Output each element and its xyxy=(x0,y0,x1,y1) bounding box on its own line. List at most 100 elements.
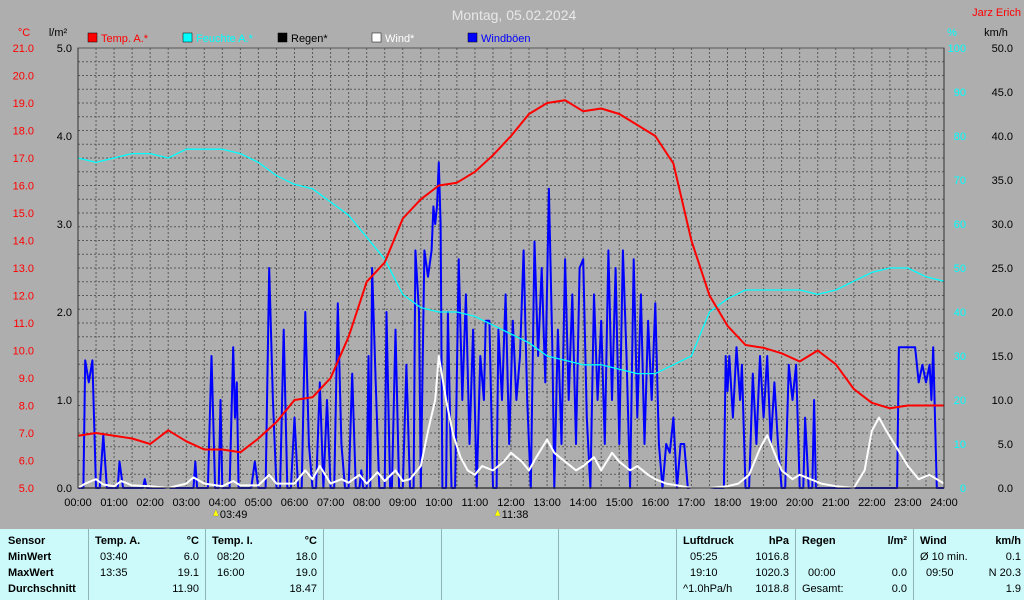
x-tick-label: 09:00 xyxy=(389,497,417,509)
hum-tick-label: 0 xyxy=(960,483,966,495)
x-tick-label: 06:00 xyxy=(281,497,309,509)
x-tick-label: 05:00 xyxy=(245,497,273,509)
hum-tick-label: 30 xyxy=(954,351,966,363)
stats-temp-a-min-time: 03:40 xyxy=(100,551,128,563)
hum-tick-label: 50 xyxy=(954,263,966,275)
stats-pressure-header: Luftdruck xyxy=(683,535,734,547)
stats-temp-i-max: 19.0 xyxy=(295,567,317,579)
x-tick-label: 16:00 xyxy=(642,497,670,509)
x-tick-label: 01:00 xyxy=(100,497,128,509)
wind-tick-label: 25.0 xyxy=(992,263,1013,275)
legend-swatch xyxy=(182,32,193,43)
rain-tick-label: 4.0 xyxy=(57,131,72,143)
temp-tick-label: 7.0 xyxy=(19,428,34,440)
stats-rain-unit: l/m² xyxy=(887,535,907,547)
wind-tick-label: 40.0 xyxy=(992,131,1013,143)
stats-wind-avg: 0.1 xyxy=(1005,551,1021,563)
series-line-wind- xyxy=(77,355,945,489)
temp-tick-label: 11.0 xyxy=(13,318,34,330)
hum-tick-label: 10 xyxy=(954,439,966,451)
stats-sensor-header: Sensor xyxy=(8,535,46,547)
legend-label: Feuchte A.* xyxy=(196,33,254,45)
temp-tick-label: 18.0 xyxy=(13,126,34,138)
hum-tick-label: 70 xyxy=(954,175,966,187)
wind-tick-label: 30.0 xyxy=(992,219,1013,231)
stats-temp-a-min: 6.0 xyxy=(183,551,199,563)
x-tick-label: 24:00 xyxy=(930,497,958,509)
stats-wind-max-time: 09:50 xyxy=(926,567,954,579)
stats-pressure-min-time: 05:25 xyxy=(690,551,718,563)
legend-swatch xyxy=(277,32,288,43)
temp-tick-label: 5.0 xyxy=(19,483,34,495)
stats-pressure-trend: ^1.0hPa/h xyxy=(683,583,733,595)
rain-tick-label: 0.0 xyxy=(57,483,72,495)
legend-swatch xyxy=(467,32,478,43)
stats-temp-i-min-time: 08:20 xyxy=(217,551,245,563)
temp-tick-label: 15.0 xyxy=(13,208,34,220)
legend-label: Regen* xyxy=(291,33,328,45)
legend-label: Wind* xyxy=(385,33,415,45)
stats-temp-a-header: Temp. A. xyxy=(95,535,141,547)
x-tick-label: 02:00 xyxy=(136,497,164,509)
stats-rain-max-time: 00:00 xyxy=(808,567,836,579)
x-tick-label: 23:00 xyxy=(894,497,922,509)
unit-rain-label: l/m² xyxy=(49,27,68,39)
stats-temp-a-max: 19.1 xyxy=(177,567,199,579)
stats-rain-total: 0.0 xyxy=(891,583,907,595)
x-tick-label: 00:00 xyxy=(64,497,92,509)
x-tick-label: 22:00 xyxy=(858,497,886,509)
stats-temp-i-header: Temp. I. xyxy=(212,535,253,547)
x-tick-label: 11:00 xyxy=(462,497,489,509)
temp-tick-label: 12.0 xyxy=(13,291,34,303)
temp-tick-label: 17.0 xyxy=(13,153,34,165)
stats-rain-total-label: Gesamt: xyxy=(802,583,844,595)
stats-row-max: MaxWert xyxy=(8,567,54,579)
temp-tick-label: 19.0 xyxy=(13,98,34,110)
stats-pressure-min: 1016.8 xyxy=(755,551,789,563)
legend-label: Temp. A.* xyxy=(101,33,149,45)
wind-tick-label: 15.0 xyxy=(992,351,1013,363)
stats-rain-header: Regen xyxy=(802,535,836,547)
rain-tick-label: 3.0 xyxy=(57,219,72,231)
wind-tick-label: 35.0 xyxy=(992,175,1013,187)
stats-rain-max: 0.0 xyxy=(891,567,907,579)
stats-temp-a-unit: °C xyxy=(186,535,199,547)
wind-tick-label: 10.0 xyxy=(992,395,1013,407)
wind-tick-label: 20.0 xyxy=(992,307,1013,319)
stats-wind-mean: 1.9 xyxy=(1005,583,1021,595)
wind-tick-label: 50.0 xyxy=(992,43,1013,55)
x-tick-label: 17:00 xyxy=(678,497,706,509)
wind-tick-label: 45.0 xyxy=(992,87,1013,99)
temp-tick-label: 16.0 xyxy=(13,181,34,193)
stats-temp-i-min: 18.0 xyxy=(295,551,317,563)
x-tick-label: 21:00 xyxy=(822,497,850,509)
stats-pressure-max: 1020.3 xyxy=(755,567,789,579)
temp-tick-label: 9.0 xyxy=(19,373,34,385)
stats-pressure-max-time: 19:10 xyxy=(690,567,718,579)
hum-tick-label: 100 xyxy=(948,43,966,55)
temp-tick-label: 21.0 xyxy=(13,43,34,55)
wind-tick-label: 5.0 xyxy=(998,439,1013,451)
stats-temp-a-max-time: 13:35 xyxy=(100,567,128,579)
legend-swatch xyxy=(371,32,382,43)
chart-legend: Temp. A.* Feuchte A.* Regen* Wind* Windböen xyxy=(87,32,531,45)
temp-tick-label: 8.0 xyxy=(19,401,34,413)
x-tick-label: 18:00 xyxy=(714,497,742,509)
legend-swatch xyxy=(87,32,98,43)
marker-arrow xyxy=(494,508,502,517)
x-tick-label: 04:00 xyxy=(209,497,237,509)
x-tick-label: 03:00 xyxy=(172,497,200,509)
temp-tick-label: 13.0 xyxy=(13,263,34,275)
temp-tick-label: 6.0 xyxy=(19,456,34,468)
stats-temp-i-unit: °C xyxy=(304,535,317,547)
x-tick-label: 20:00 xyxy=(786,497,814,509)
unit-temp-label: °C xyxy=(18,27,30,39)
temp-tick-label: 14.0 xyxy=(13,236,34,248)
series-line-feuchte-a- xyxy=(77,148,945,375)
stats-wind-unit: km/h xyxy=(995,535,1021,547)
x-tick-label: 19:00 xyxy=(750,497,778,509)
hum-tick-label: 20 xyxy=(954,395,966,407)
x-tick-label: 08:00 xyxy=(353,497,381,509)
x-tick-label: 07:00 xyxy=(317,497,345,509)
marker-label: 11:38 xyxy=(502,509,529,521)
